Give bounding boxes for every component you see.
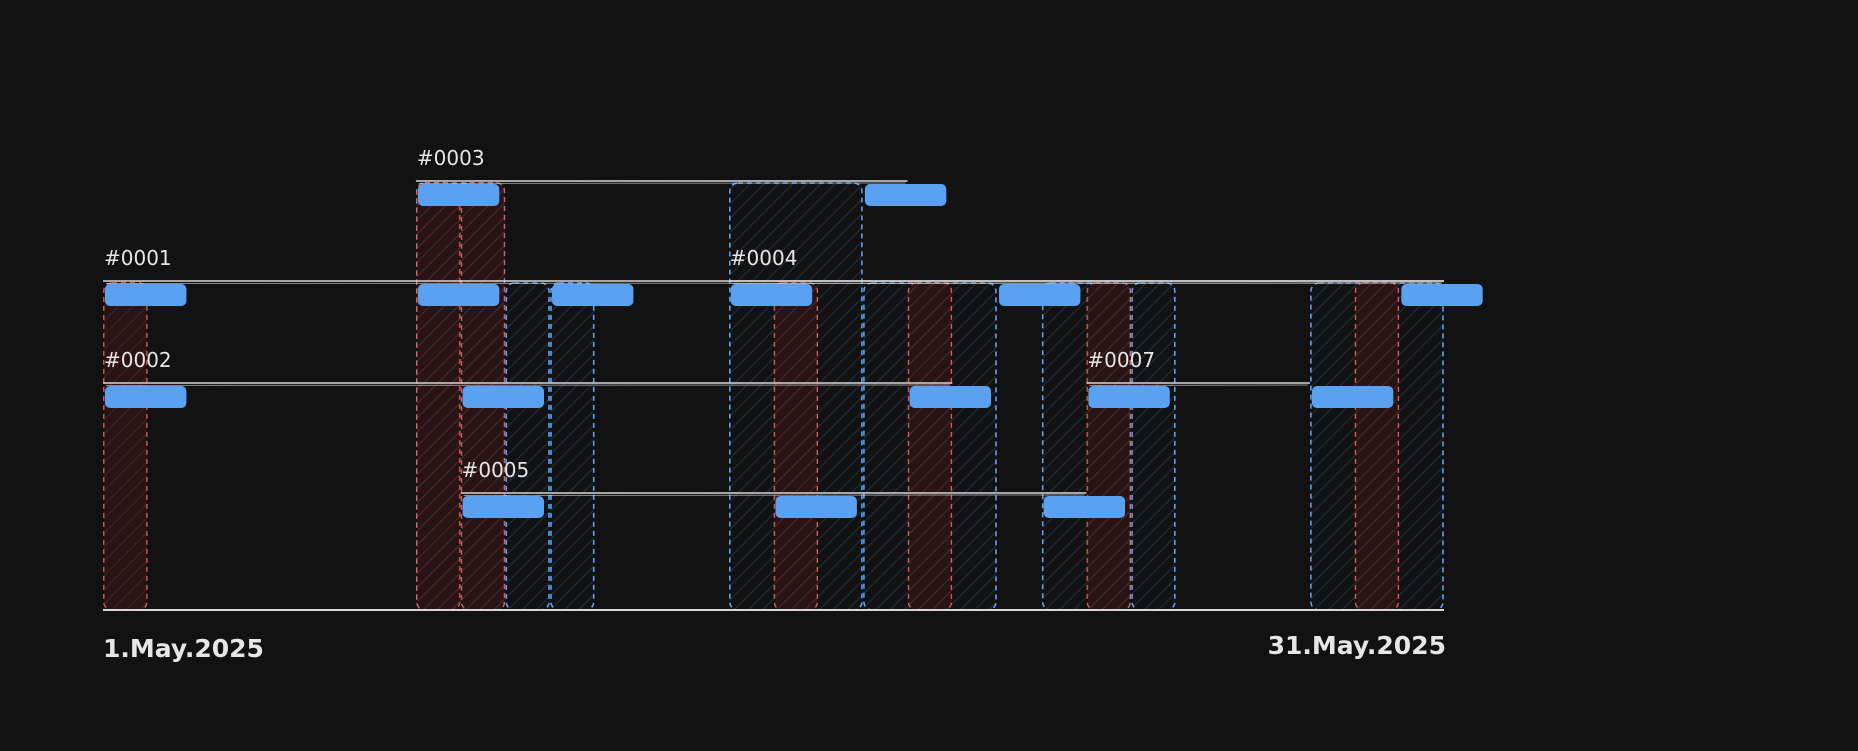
booking-line-sketch [105, 384, 951, 386]
booking-line-sketch [418, 182, 906, 184]
booking-marker [864, 184, 947, 206]
booking-marker [1401, 284, 1483, 306]
booking-marker [730, 284, 813, 306]
availability-column-red-shade [104, 283, 147, 610]
booking-lines [103, 180, 1444, 496]
booking-label: #0007 [1087, 348, 1155, 372]
booking-marker [1311, 386, 1394, 408]
availability-column-blue [1131, 282, 1176, 611]
booking-marker [999, 284, 1081, 306]
booking-marker [909, 386, 991, 408]
availability-column-blue [505, 282, 550, 611]
availability-column-red-shade [908, 283, 952, 610]
booking-line-sketch [1089, 384, 1308, 386]
end-date-label: 31.May.2025 [1268, 631, 1446, 660]
booking-marker [1088, 386, 1170, 408]
booking-marker [462, 496, 544, 518]
booking-labels: #0001 #0002 #0003 #0004 #0005 #0007 [104, 146, 1155, 482]
booking-marker [462, 386, 544, 408]
booking-label: #0005 [462, 458, 530, 482]
booking-marker [417, 184, 500, 206]
start-date-label: 1.May.2025 [103, 634, 264, 663]
booking-label: #0004 [730, 246, 798, 270]
booking-label: #0003 [417, 146, 485, 170]
booking-label: #0001 [104, 246, 172, 270]
booking-marker [105, 284, 187, 306]
availability-column-blue [550, 282, 595, 611]
booking-line-sketch [731, 282, 1443, 284]
booking-markers [105, 184, 1483, 518]
availability-column-red-shade [416, 183, 460, 610]
booking-marker [1043, 496, 1126, 518]
booking-line-sketch [463, 494, 1085, 496]
booking-marker [105, 386, 187, 408]
availability-column-red-shade [774, 283, 818, 610]
booking-marker [775, 496, 857, 518]
availability-column-red-shade [1355, 283, 1399, 610]
booking-marker [552, 284, 634, 306]
booking-marker [417, 284, 500, 306]
availability-column-red-shade [1087, 283, 1131, 610]
booking-label: #0002 [104, 348, 172, 372]
